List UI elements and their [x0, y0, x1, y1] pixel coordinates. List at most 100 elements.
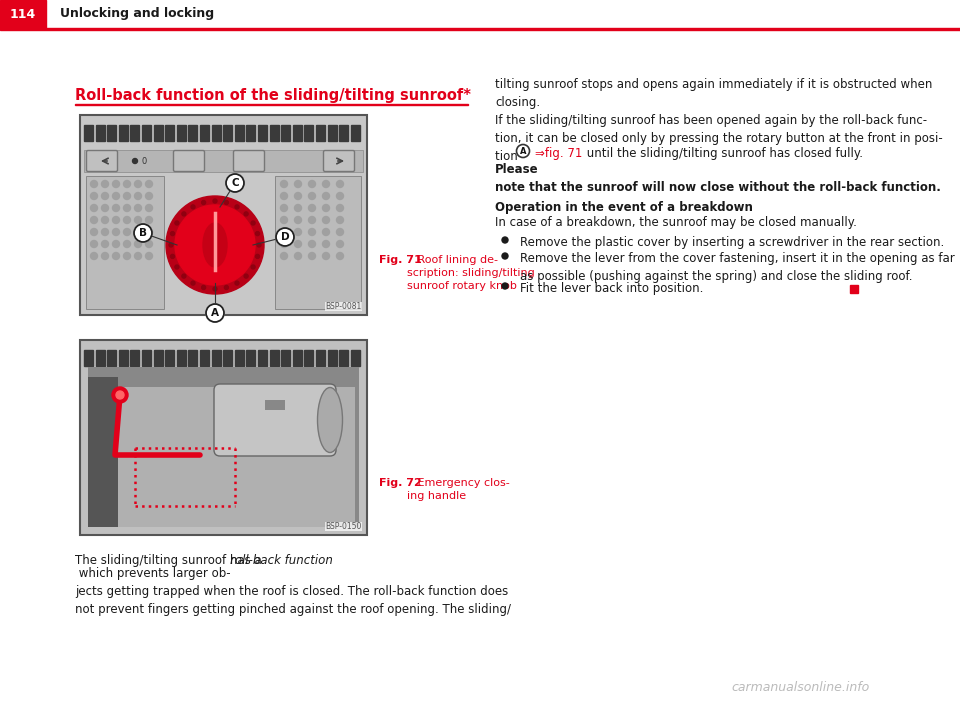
Bar [118, 387, 355, 527]
Circle shape [146, 240, 153, 247]
Circle shape [146, 252, 153, 259]
Circle shape [295, 229, 301, 236]
Bar [235, 125, 244, 141]
Circle shape [323, 217, 329, 224]
Text: 114: 114 [10, 8, 36, 20]
Text: Roll-back function of the sliding/tilting sunroof*: Roll-back function of the sliding/tiltin… [75, 88, 471, 103]
Bar [188, 125, 198, 141]
Circle shape [323, 229, 329, 236]
Bar [119, 350, 128, 366]
Bar [165, 350, 174, 366]
Circle shape [112, 217, 119, 224]
Circle shape [225, 285, 228, 290]
Bar [88, 377, 118, 527]
Circle shape [252, 221, 255, 225]
Bar [154, 350, 162, 366]
Circle shape [191, 205, 195, 209]
Circle shape [206, 304, 224, 322]
Circle shape [213, 287, 217, 291]
Circle shape [308, 229, 316, 236]
Text: A: A [211, 308, 219, 318]
Text: 0: 0 [141, 156, 147, 165]
Circle shape [323, 180, 329, 187]
Circle shape [516, 144, 530, 158]
Circle shape [171, 254, 175, 259]
Bar [154, 125, 162, 141]
Circle shape [90, 193, 98, 200]
Text: BSP-0081: BSP-0081 [325, 302, 362, 311]
Bar [131, 350, 139, 366]
Circle shape [112, 205, 119, 212]
Bar [84, 150, 363, 172]
Circle shape [112, 252, 119, 259]
Bar [211, 350, 221, 366]
Circle shape [146, 193, 153, 200]
Text: carmanualsonline.info: carmanualsonline.info [732, 681, 870, 694]
Text: ⇒fig. 71: ⇒fig. 71 [535, 147, 583, 161]
Bar [165, 125, 174, 141]
Bar [177, 125, 186, 141]
Circle shape [191, 281, 195, 285]
Bar [350, 125, 360, 141]
Text: If the sliding/tilting sunroof has been opened again by the roll-back func-
tion: If the sliding/tilting sunroof has been … [495, 114, 943, 163]
Bar [304, 350, 313, 366]
Text: Remove the plastic cover by inserting a screwdriver in the rear section.: Remove the plastic cover by inserting a … [520, 236, 945, 249]
Bar [247, 125, 255, 141]
Circle shape [235, 205, 239, 209]
Circle shape [502, 253, 508, 259]
Circle shape [337, 240, 344, 247]
Circle shape [171, 231, 175, 236]
Circle shape [295, 205, 301, 212]
Text: Fig. 72: Fig. 72 [379, 478, 421, 488]
Circle shape [276, 228, 294, 246]
Circle shape [116, 391, 124, 399]
Circle shape [90, 205, 98, 212]
Circle shape [124, 252, 131, 259]
Circle shape [323, 252, 329, 259]
Circle shape [124, 193, 131, 200]
Circle shape [337, 229, 344, 236]
Circle shape [337, 205, 344, 212]
Circle shape [280, 193, 287, 200]
Text: Unlocking and locking: Unlocking and locking [60, 8, 214, 20]
Bar [275, 176, 361, 309]
FancyBboxPatch shape [214, 384, 336, 456]
Text: Fig. 71: Fig. 71 [379, 255, 421, 265]
Bar [119, 125, 128, 141]
Bar [293, 125, 301, 141]
Circle shape [124, 217, 131, 224]
Circle shape [102, 240, 108, 247]
Circle shape [295, 180, 301, 187]
Text: B: B [139, 228, 147, 238]
Circle shape [213, 199, 217, 203]
Circle shape [244, 274, 248, 278]
Circle shape [112, 229, 119, 236]
Circle shape [90, 240, 98, 247]
Circle shape [175, 265, 179, 269]
Circle shape [134, 252, 141, 259]
Circle shape [102, 180, 108, 187]
Text: until the sliding/tilting sunroof has closed fully.: until the sliding/tilting sunroof has cl… [583, 147, 867, 161]
Circle shape [337, 193, 344, 200]
Circle shape [132, 158, 137, 163]
Circle shape [308, 240, 316, 247]
Circle shape [308, 252, 316, 259]
Text: Roof lining de-
scription: sliding/tilting
sunroof rotary knob: Roof lining de- scription: sliding/tilti… [407, 255, 535, 292]
Bar [265, 400, 285, 410]
Circle shape [112, 180, 119, 187]
Bar [316, 125, 325, 141]
Circle shape [134, 224, 152, 242]
Circle shape [124, 180, 131, 187]
Bar [258, 125, 267, 141]
Circle shape [202, 200, 205, 205]
Bar [80, 340, 367, 535]
Bar [316, 350, 325, 366]
Bar [270, 125, 278, 141]
Circle shape [90, 252, 98, 259]
Circle shape [244, 212, 248, 216]
Bar [270, 350, 278, 366]
Bar [223, 350, 232, 366]
Bar [211, 125, 221, 141]
Text: which prevents larger ob-
jects getting trapped when the roof is closed. The rol: which prevents larger ob- jects getting … [75, 568, 511, 616]
Bar [131, 125, 139, 141]
